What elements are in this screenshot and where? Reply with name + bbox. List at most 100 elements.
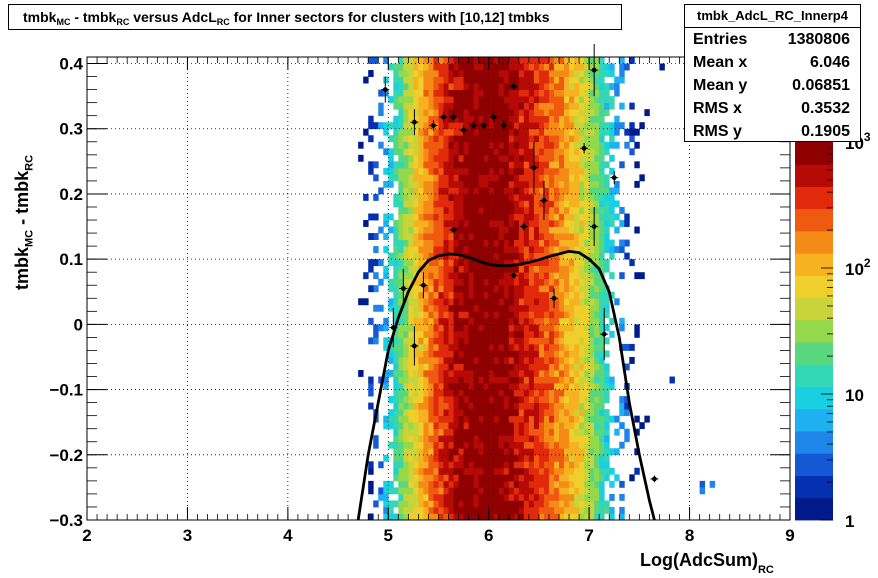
heatmap-bin — [594, 337, 600, 345]
heatmap-bin — [503, 63, 510, 71]
heatmap-bin — [538, 467, 545, 475]
heatmap-bin — [443, 324, 449, 332]
heatmap-bin — [553, 343, 560, 351]
heatmap-bin — [543, 220, 550, 227]
heatmap-bin — [508, 187, 515, 195]
heatmap-bin — [403, 96, 409, 104]
heatmap-bin — [433, 285, 439, 293]
heatmap-bin — [599, 493, 605, 501]
heatmap-bin — [538, 180, 545, 188]
heatmap-bin — [619, 272, 625, 280]
heatmap-bin — [508, 317, 515, 325]
heatmap-bin — [599, 356, 605, 364]
heatmap-bin — [574, 422, 580, 430]
heatmap-bin — [579, 448, 585, 456]
heatmap-bin — [498, 206, 505, 214]
heatmap-bin — [553, 278, 560, 286]
heatmap-bin — [559, 226, 565, 234]
heatmap-bin — [523, 500, 530, 508]
heatmap-bin — [553, 409, 560, 417]
heatmap-bin — [468, 154, 475, 162]
heatmap-bin — [398, 220, 404, 227]
heatmap-bin — [443, 500, 449, 508]
heatmap-bin — [443, 337, 449, 345]
heatmap-bin — [553, 187, 560, 195]
heatmap-bin — [579, 148, 585, 156]
heatmap-bin — [388, 487, 394, 495]
heatmap-bin — [559, 193, 565, 201]
heatmap-bin — [408, 389, 414, 397]
heatmap-bin — [594, 441, 600, 449]
heatmap-bin — [393, 115, 399, 123]
profile-point — [449, 111, 458, 123]
heatmap-bin — [498, 422, 505, 430]
heatmap-bin — [498, 402, 505, 410]
heatmap-bin — [559, 154, 565, 162]
heatmap-bin — [599, 102, 605, 110]
heatmap-bin — [548, 259, 555, 267]
heatmap-bin — [443, 154, 449, 162]
heatmap-bin — [368, 70, 374, 77]
x-axis-label: Log(AdcSum)RC — [640, 550, 774, 576]
heatmap-bin — [403, 200, 409, 208]
heatmap-bin — [413, 389, 419, 397]
heatmap-bin — [408, 96, 414, 104]
heatmap-bin — [584, 187, 590, 195]
heatmap-bin — [543, 161, 550, 169]
heatmap-bin — [543, 246, 550, 254]
heatmap-bin — [584, 422, 590, 430]
heatmap-bin — [589, 63, 595, 71]
heatmap-bin — [453, 350, 459, 358]
heatmap-bin — [398, 83, 404, 90]
heatmap-bin — [408, 174, 414, 182]
heatmap-bin — [594, 187, 600, 195]
heatmap-bin — [413, 102, 419, 110]
heatmap-bin — [473, 506, 480, 514]
heatmap-bin — [584, 141, 590, 149]
heatmap-bin — [473, 500, 480, 508]
heatmap-bin — [553, 383, 560, 390]
heatmap-bin — [523, 193, 530, 201]
heatmap-bin — [508, 330, 515, 338]
heatmap-bin — [468, 396, 475, 404]
heatmap-bin — [463, 317, 470, 325]
heatmap-bin — [523, 174, 530, 182]
heatmap-bin — [393, 343, 399, 351]
heatmap-bin — [604, 83, 610, 90]
heatmap-bin — [423, 252, 429, 260]
heatmap-bin — [383, 454, 389, 462]
heatmap-bin — [498, 233, 505, 240]
heatmap-bin — [619, 441, 625, 449]
heatmap-bin — [443, 389, 449, 397]
heatmap-bin — [599, 500, 605, 508]
heatmap-bin — [498, 135, 505, 143]
heatmap-bin — [543, 402, 550, 410]
heatmap-bin — [438, 454, 444, 462]
heatmap-bin — [498, 487, 505, 495]
heatmap-bin — [423, 422, 429, 430]
profile-point — [410, 109, 419, 136]
heatmap-bin — [453, 467, 459, 475]
heatmap-bin — [368, 259, 374, 267]
heatmap-bin — [448, 278, 454, 286]
heatmap-bin — [604, 454, 610, 462]
heatmap-bin — [543, 370, 550, 377]
heatmap-bin — [498, 89, 505, 97]
heatmap-bin — [473, 396, 480, 404]
heatmap-bin — [574, 206, 580, 214]
heatmap-bin — [493, 304, 500, 312]
heatmap-bin — [493, 63, 500, 71]
heatmap-bin — [463, 135, 470, 143]
heatmap-bin — [523, 330, 530, 338]
heatmap-bin — [438, 324, 444, 332]
heatmap-bin — [483, 83, 490, 90]
heatmap-bin — [463, 448, 470, 456]
heatmap-bin — [599, 200, 605, 208]
heatmap-bin — [433, 57, 439, 64]
heatmap-bin — [483, 246, 490, 254]
heatmap-bin — [433, 389, 439, 397]
heatmap-bin — [458, 76, 465, 84]
heatmap-bin — [518, 161, 525, 169]
heatmap-bin — [533, 435, 540, 443]
heatmap-bin — [538, 402, 545, 410]
